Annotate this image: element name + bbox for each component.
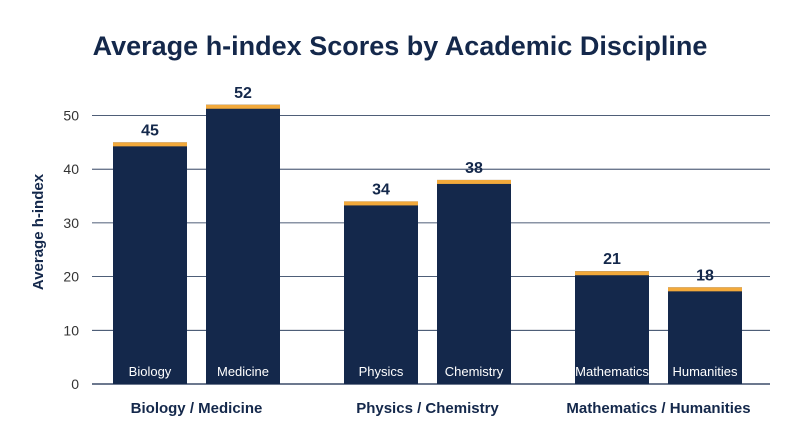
bar-medicine: [206, 104, 280, 384]
y-tick-label: 10: [63, 322, 79, 338]
gridlines: [92, 115, 770, 385]
data-label: 52: [234, 85, 252, 102]
bar-cap-medicine: [206, 104, 280, 109]
bar-cap-mathematics: [575, 271, 649, 276]
group-labels: Biology / Medicine Physics / Chemistry Mat…: [131, 400, 751, 417]
category-label: Medicine: [217, 364, 269, 379]
group-label: Biology / Medicine: [131, 400, 263, 417]
bar-chemistry: [437, 179, 511, 384]
data-label: 34: [372, 181, 390, 198]
data-label: 45: [141, 122, 159, 139]
bar-biology: [113, 142, 187, 384]
category-label: Humanities: [672, 364, 738, 379]
y-tick-label: 50: [63, 108, 79, 124]
category-label: Mathematics: [575, 364, 649, 379]
bars: 45 Biology 52 Medicine 34 Physics 38 Chemistry 2…: [113, 85, 742, 384]
category-label: Chemistry: [445, 364, 504, 379]
bar-cap-chemistry: [437, 179, 511, 184]
bar-physics: [344, 201, 418, 384]
y-tick-label: 20: [63, 269, 79, 285]
data-label: 21: [603, 251, 621, 268]
bar-cap-humanities: [668, 287, 742, 292]
bar-cap-physics: [344, 201, 418, 206]
y-axis-label: Average h-index: [30, 173, 47, 290]
y-tick-label: 0: [71, 376, 79, 392]
group-label: Mathematics / Humanities: [566, 400, 750, 417]
category-label: Physics: [359, 364, 404, 379]
bar-mathematics: [575, 271, 649, 384]
group-label: Physics / Chemistry: [356, 400, 499, 417]
y-axis-ticks: 0 10 20 30 40 50: [63, 108, 79, 393]
bar-cap-biology: [113, 142, 187, 147]
category-label: Biology: [129, 364, 172, 379]
y-tick-label: 40: [63, 161, 79, 177]
y-tick-label: 30: [63, 215, 79, 231]
chart-title: Average h-index Scores by Academic Disci…: [93, 31, 708, 61]
data-label: 38: [465, 160, 483, 177]
bar-humanities: [668, 287, 742, 384]
data-label: 18: [696, 267, 714, 284]
